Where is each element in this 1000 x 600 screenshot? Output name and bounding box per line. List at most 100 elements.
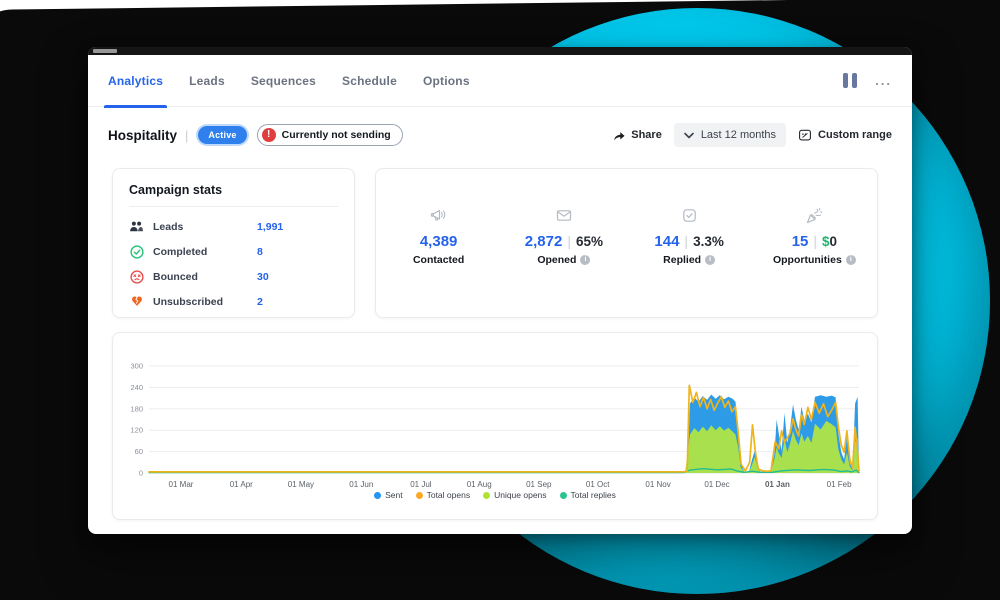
opportunities-amount: 0 xyxy=(829,233,838,249)
legend-dot-icon xyxy=(374,491,382,499)
status-badge[interactable]: Active xyxy=(198,126,247,144)
chart-legend: Sent Total opens Unique opens Total replies xyxy=(113,490,877,500)
info-icon[interactable]: i xyxy=(580,254,591,265)
legend-label: Total opens xyxy=(426,490,471,500)
legend-dot-icon xyxy=(483,491,491,499)
svg-text:0: 0 xyxy=(139,469,143,478)
tab-options[interactable]: Options xyxy=(422,73,470,88)
share-button[interactable]: Share xyxy=(612,129,662,142)
tab-sequences[interactable]: Sequences xyxy=(250,73,317,88)
calendar-icon xyxy=(799,129,812,141)
window-top-bar xyxy=(88,47,912,55)
stat-row-completed: Completed 8 xyxy=(129,239,338,264)
replied-rate: 3.3% xyxy=(693,233,724,249)
overview-stats-card: 4,389 Contacted 2,872 | 65% xyxy=(375,168,878,318)
share-label: Share xyxy=(631,129,662,141)
info-icon[interactable]: i xyxy=(705,254,716,265)
separator: | xyxy=(684,232,689,249)
svg-text:01 Jul: 01 Jul xyxy=(410,480,432,489)
legend-item[interactable]: Unique opens xyxy=(483,490,547,500)
tab-analytics[interactable]: Analytics xyxy=(103,55,168,108)
info-icon[interactable]: i xyxy=(845,254,856,265)
replied-value[interactable]: 144 xyxy=(654,232,680,250)
warning-label: Currently not sending xyxy=(281,129,391,141)
stat-label: Unsubscribed xyxy=(153,295,224,308)
svg-text:01 Oct: 01 Oct xyxy=(586,480,610,489)
stat-number-row: 4,389 xyxy=(420,233,458,250)
separator: | xyxy=(567,232,571,249)
activity-chart-card: 0 60 120 180 240 300 01 Mar 01 Apr 01 May 01 Jun 0… xyxy=(112,332,878,520)
svg-text:01 Mar: 01 Mar xyxy=(169,480,194,489)
stat-replied: 144 | 3.3% Replied i xyxy=(627,207,752,266)
stat-value[interactable]: 1,991 xyxy=(257,220,284,233)
svg-text:01 Dec: 01 Dec xyxy=(704,480,729,489)
envelope-icon xyxy=(556,207,572,225)
tab-controls: ... xyxy=(843,73,892,88)
not-sending-badge[interactable]: ! Currently not sending xyxy=(256,124,403,146)
legend-item[interactable]: Total replies xyxy=(559,490,616,500)
tab-bar: Analytics Leads Sequences Schedule Optio… xyxy=(88,55,912,108)
party-popper-icon xyxy=(805,207,824,225)
stat-number-row: 144 | 3.3% xyxy=(654,233,723,250)
stat-row-bounced: Bounced 30 xyxy=(129,264,338,289)
completed-icon xyxy=(129,244,144,259)
svg-text:60: 60 xyxy=(135,447,143,456)
replied-label: Replied xyxy=(663,253,702,266)
date-range-label: Last 12 months xyxy=(700,129,777,141)
stat-value[interactable]: 2 xyxy=(257,295,263,308)
share-arrow-icon xyxy=(614,131,625,140)
stat-value[interactable]: 8 xyxy=(257,245,263,258)
stat-opportunities: 15 | $0 Opportunities i xyxy=(752,207,877,266)
campaign-stats-card: Campaign stats Leads 1,991 xyxy=(112,168,355,318)
stat-label: Completed xyxy=(153,245,208,258)
opened-value[interactable]: 2,872 xyxy=(524,232,563,250)
svg-text:01 Aug: 01 Aug xyxy=(467,480,492,489)
opportunities-value[interactable]: 15 xyxy=(791,232,809,250)
more-options-icon[interactable]: ... xyxy=(875,72,892,88)
stat-contacted: 4,389 Contacted xyxy=(376,207,501,266)
svg-text:01 May: 01 May xyxy=(288,480,314,489)
campaign-header: Hospitality | Active ! Currently not sen… xyxy=(88,108,912,162)
legend-item[interactable]: Total opens xyxy=(415,490,471,500)
svg-text:01 Apr: 01 Apr xyxy=(230,480,253,489)
stat-opened: 2,872 | 65% Opened i xyxy=(501,207,626,266)
svg-text:01 Feb: 01 Feb xyxy=(827,480,852,489)
svg-text:300: 300 xyxy=(130,362,143,371)
divider xyxy=(129,206,338,207)
currency-symbol: $ xyxy=(822,233,830,249)
megaphone-icon xyxy=(430,207,448,225)
svg-text:120: 120 xyxy=(130,426,143,435)
svg-text:240: 240 xyxy=(130,383,143,392)
separator: | xyxy=(185,127,189,143)
legend-label: Sent xyxy=(385,490,403,500)
campaign-stats-rows: Leads 1,991 Completed 8 xyxy=(113,207,354,314)
contacted-value[interactable]: 4,389 xyxy=(419,232,458,250)
chevron-down-icon xyxy=(684,132,694,138)
svg-text:01 Jun: 01 Jun xyxy=(349,480,373,489)
legend-label: Total replies xyxy=(570,490,616,500)
tab-schedule[interactable]: Schedule xyxy=(342,73,397,88)
stat-label: Bounced xyxy=(153,270,198,283)
legend-item[interactable]: Sent xyxy=(374,490,403,500)
stat-value[interactable]: 30 xyxy=(257,270,269,283)
date-range-dropdown[interactable]: Last 12 months xyxy=(673,123,787,147)
svg-text:180: 180 xyxy=(130,404,143,413)
opened-label: Opened xyxy=(537,253,577,266)
tab-leads[interactable]: Leads xyxy=(189,73,225,88)
legend-label: Unique opens xyxy=(494,490,547,500)
opened-rate: 65% xyxy=(575,233,603,249)
contacted-label: Contacted xyxy=(412,253,465,266)
toolbar: Share Last 12 months Custom range xyxy=(612,123,892,147)
dashboard-window: Analytics Leads Sequences Schedule Optio… xyxy=(88,47,912,534)
svg-text:01 Nov: 01 Nov xyxy=(645,480,670,489)
custom-range-button[interactable]: Custom range xyxy=(798,128,892,142)
campaign-name: Hospitality xyxy=(108,127,178,143)
stat-row-leads: Leads 1,991 xyxy=(129,214,338,239)
pause-icon[interactable] xyxy=(843,73,858,88)
custom-range-label: Custom range xyxy=(818,129,892,141)
stat-number-row: 15 | $0 xyxy=(792,233,837,250)
reply-check-icon xyxy=(682,207,697,225)
unsubscribed-icon xyxy=(129,294,144,309)
separator: | xyxy=(813,232,818,249)
